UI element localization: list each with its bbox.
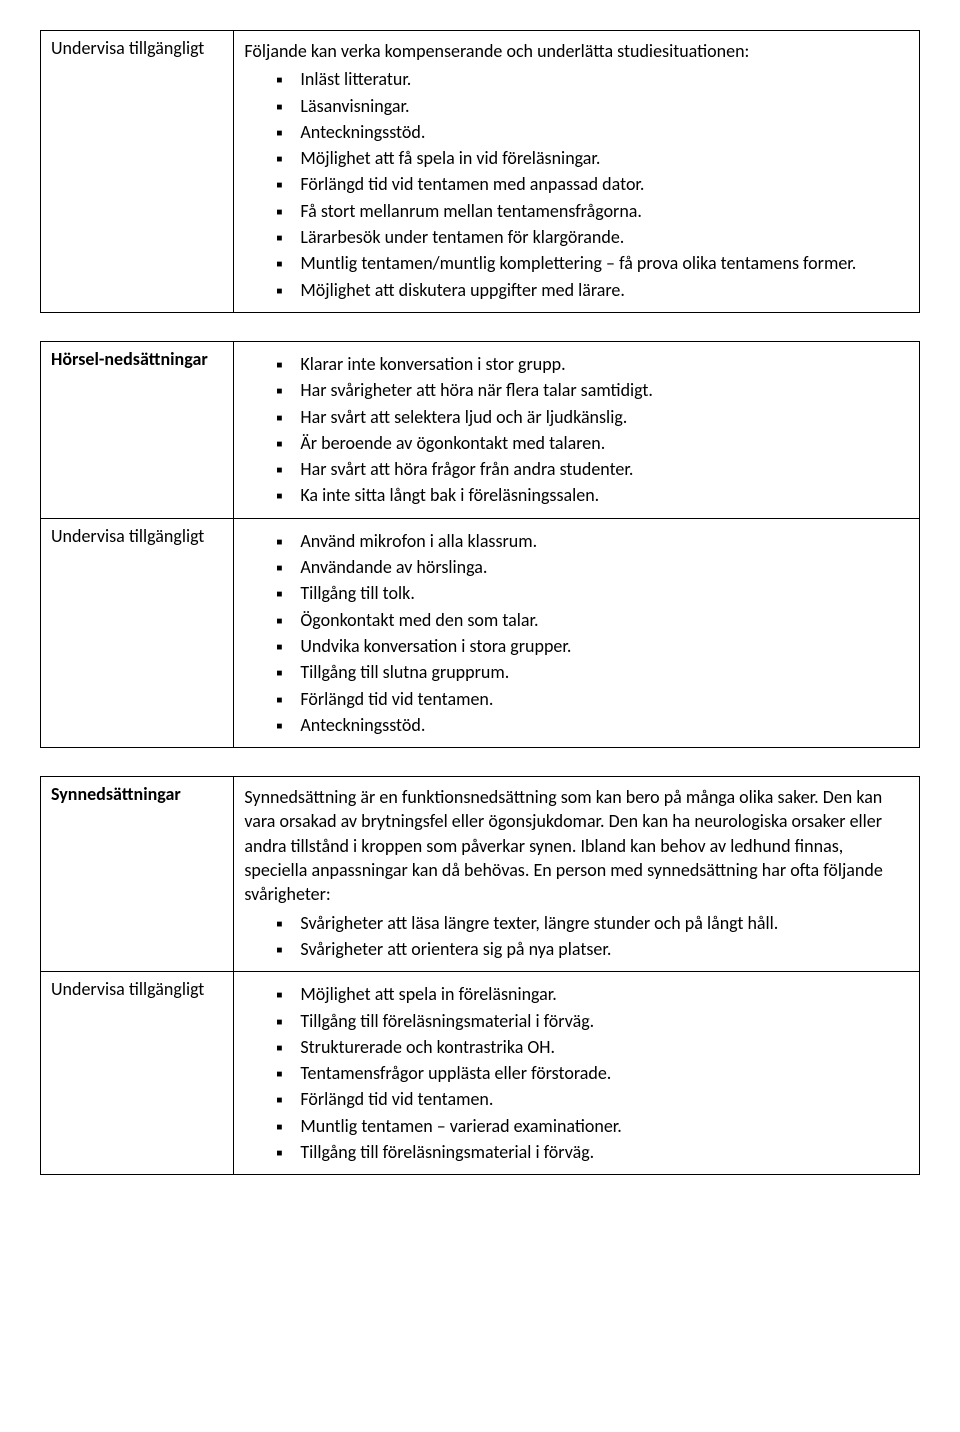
cell-left: Synnedsättningar xyxy=(41,777,234,972)
list-item: Muntlig tentamen – varierad examinatione… xyxy=(300,1114,909,1138)
cell-right: Använd mikrofon i alla klassrum.Användan… xyxy=(234,518,920,747)
cell-left: Undervisa tillgängligt xyxy=(41,31,234,313)
item-list: Använd mikrofon i alla klassrum.Användan… xyxy=(244,529,909,737)
cell-right: Synnedsättning är en funktionsnedsättnin… xyxy=(234,777,920,972)
list-item: Har svårigheter att höra när flera talar… xyxy=(300,378,909,402)
list-item: Har svårt att selektera ljud och är ljud… xyxy=(300,405,909,429)
list-item: Möjlighet att spela in föreläsningar. xyxy=(300,982,909,1006)
list-item: Tillgång till slutna grupprum. xyxy=(300,660,909,684)
list-item: Förlängd tid vid tentamen. xyxy=(300,1087,909,1111)
list-item: Anteckningsstöd. xyxy=(300,120,909,144)
cell-left: Undervisa tillgängligt xyxy=(41,518,234,747)
list-item: Möjlighet att få spela in vid föreläsnin… xyxy=(300,146,909,170)
list-item: Svårigheter att orientera sig på nya pla… xyxy=(300,937,909,961)
list-item: Användande av hörslinga. xyxy=(300,555,909,579)
list-item: Har svårt att höra frågor från andra stu… xyxy=(300,457,909,481)
list-item: Möjlighet att diskutera uppgifter med lä… xyxy=(300,278,909,302)
row-label: Undervisa tillgängligt xyxy=(51,525,204,547)
table-syn: Synnedsättningar Synnedsättning är en fu… xyxy=(40,776,920,1175)
table-horsel: Hörsel-nedsättningar Klarar inte konvers… xyxy=(40,341,920,748)
list-item: Undvika konversation i stora grupper. xyxy=(300,634,909,658)
row-label: Synnedsättningar xyxy=(51,783,181,805)
cell-right: Klarar inte konversation i stor grupp.Ha… xyxy=(234,341,920,518)
row-label: Undervisa tillgängligt xyxy=(51,978,204,1000)
row-label: Hörsel-nedsättningar xyxy=(51,348,208,370)
list-item: Anteckningsstöd. xyxy=(300,713,909,737)
list-item: Ögonkontakt med den som talar. xyxy=(300,608,909,632)
list-item: Använd mikrofon i alla klassrum. xyxy=(300,529,909,553)
list-item: Tillgång till föreläsningsmaterial i för… xyxy=(300,1140,909,1164)
item-list: Klarar inte konversation i stor grupp.Ha… xyxy=(244,352,909,508)
item-list: Inläst litteratur. Läsanvisningar.Anteckn… xyxy=(244,67,909,302)
list-item: Muntlig tentamen/muntlig komplettering –… xyxy=(300,251,909,275)
list-item: Ka inte sitta långt bak i föreläsningssa… xyxy=(300,483,909,507)
list-item: Få stort mellanrum mellan tentamensfrågo… xyxy=(300,199,909,223)
table-undervisa-1: Undervisa tillgängligt Följande kan verk… xyxy=(40,30,920,313)
intro-text: Synnedsättning är en funktionsnedsättnin… xyxy=(244,785,909,906)
row-label: Undervisa tillgängligt xyxy=(51,37,204,59)
cell-left: Hörsel-nedsättningar xyxy=(41,341,234,518)
item-list: Möjlighet att spela in föreläsningar. Til… xyxy=(244,982,909,1164)
list-item: Läsanvisningar. xyxy=(300,94,909,118)
list-item: Svårigheter att läsa längre texter, läng… xyxy=(300,911,909,935)
list-item: Förlängd tid vid tentamen med anpassad d… xyxy=(300,172,909,196)
list-item: Strukturerade och kontrastrika OH. xyxy=(300,1035,909,1059)
list-item: Tillgång till föreläsningsmaterial i för… xyxy=(300,1009,909,1033)
list-item: Lärarbesök under tentamen för klargörand… xyxy=(300,225,909,249)
list-item: Tillgång till tolk. xyxy=(300,581,909,605)
cell-left: Undervisa tillgängligt xyxy=(41,972,234,1175)
cell-right: Möjlighet att spela in föreläsningar. Til… xyxy=(234,972,920,1175)
list-item: Inläst litteratur. xyxy=(300,67,909,91)
list-item: Förlängd tid vid tentamen. xyxy=(300,687,909,711)
list-item: Tentamensfrågor upplästa eller förstorad… xyxy=(300,1061,909,1085)
cell-right: Följande kan verka kompenserande och und… xyxy=(234,31,920,313)
intro-text: Följande kan verka kompenserande och und… xyxy=(244,39,909,63)
list-item: Är beroende av ögonkontakt med talaren. xyxy=(300,431,909,455)
item-list: Svårigheter att läsa längre texter, läng… xyxy=(244,911,909,962)
list-item: Klarar inte konversation i stor grupp. xyxy=(300,352,909,376)
